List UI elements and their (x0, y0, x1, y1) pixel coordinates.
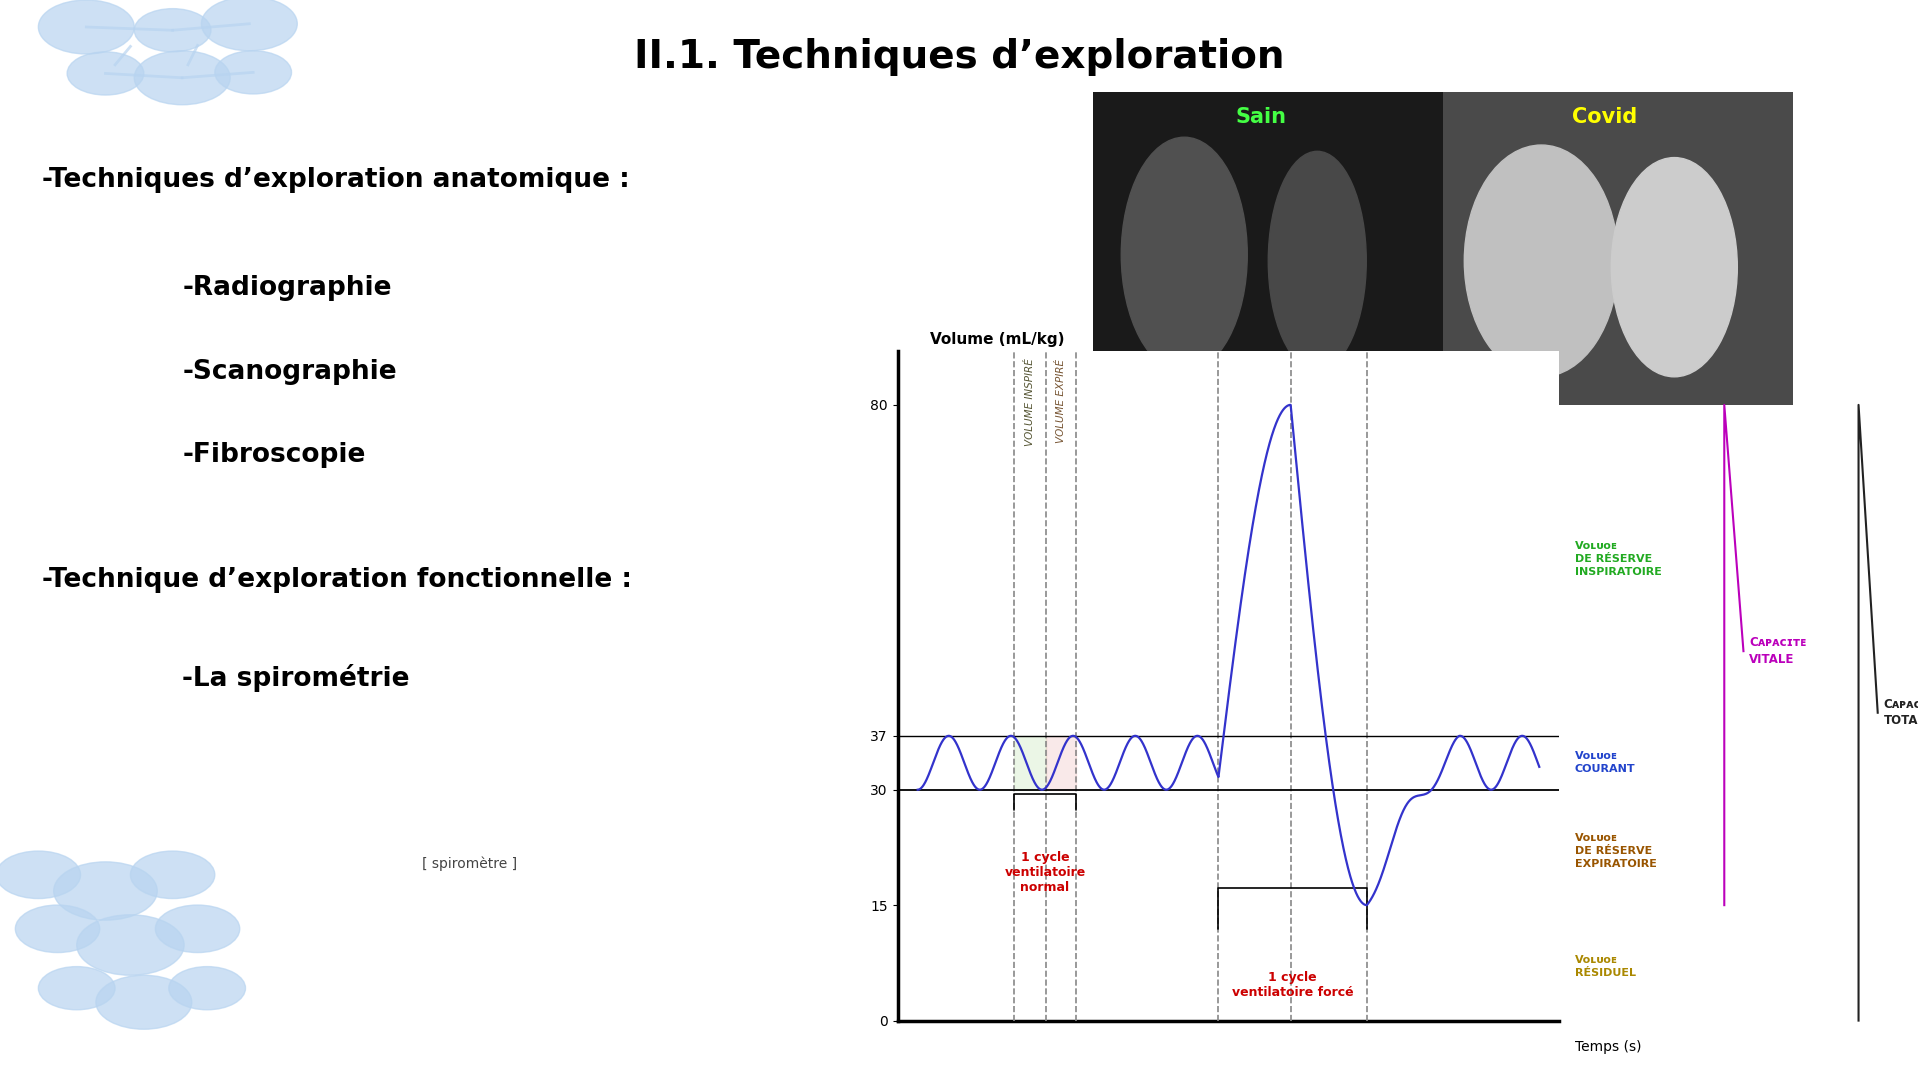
Circle shape (130, 851, 215, 899)
Circle shape (134, 51, 230, 105)
Circle shape (67, 52, 144, 95)
Circle shape (0, 851, 81, 899)
Ellipse shape (1122, 137, 1247, 373)
Text: [ spiromètre ]: [ spiromètre ] (422, 856, 518, 872)
Ellipse shape (1463, 145, 1619, 377)
Circle shape (201, 0, 297, 51)
Text: Vᴏʟᴜᴏᴇ
RÉSIDUEL: Vᴏʟᴜᴏᴇ RÉSIDUEL (1575, 955, 1636, 978)
Bar (1093, 92, 1444, 405)
Text: Cᴀᴘᴀᴄɪᴛᴇ
TOTALE: Cᴀᴘᴀᴄɪᴛᴇ TOTALE (1883, 698, 1918, 728)
Text: Vᴏʟᴜᴏᴇ
DE RÉSERVE
INSPIRATOIRE: Vᴏʟᴜᴏᴇ DE RÉSERVE INSPIRATOIRE (1575, 541, 1661, 577)
Text: -La spirométrie: -La spirométrie (182, 664, 410, 692)
Circle shape (134, 9, 211, 52)
Text: VOLUME EXPIRÉ: VOLUME EXPIRÉ (1057, 359, 1066, 443)
Text: -Fibroscopie: -Fibroscopie (182, 442, 366, 468)
Text: -Radiographie: -Radiographie (182, 275, 391, 301)
Circle shape (15, 905, 100, 953)
Circle shape (155, 905, 240, 953)
Bar (1015, 735, 1045, 789)
Text: Covid: Covid (1571, 108, 1636, 127)
Circle shape (96, 975, 192, 1029)
Text: Sain: Sain (1235, 108, 1287, 127)
Text: 1 cycle
ventilatoire forcé: 1 cycle ventilatoire forcé (1231, 971, 1354, 999)
Text: Volume (mL/kg): Volume (mL/kg) (930, 333, 1064, 347)
Circle shape (215, 51, 292, 94)
Text: Temps (s): Temps (s) (1575, 1040, 1642, 1054)
Circle shape (54, 862, 157, 920)
Circle shape (77, 915, 184, 975)
Circle shape (38, 0, 134, 54)
Text: -Technique d’exploration fonctionnelle :: -Technique d’exploration fonctionnelle : (42, 567, 633, 593)
Text: Vᴏʟᴜᴏᴇ
COURANT: Vᴏʟᴜᴏᴇ COURANT (1575, 752, 1636, 774)
Bar (1045, 735, 1076, 789)
Circle shape (38, 967, 115, 1010)
Text: VOLUME INSPIRÉ: VOLUME INSPIRÉ (1024, 359, 1036, 446)
Text: -Scanographie: -Scanographie (182, 359, 397, 384)
Text: Vᴏʟᴜᴏᴇ
DE RÉSERVE
EXPIRATOIRE: Vᴏʟᴜᴏᴇ DE RÉSERVE EXPIRATOIRE (1575, 833, 1657, 869)
Text: 1 cycle
ventilatoire
normal: 1 cycle ventilatoire normal (1005, 851, 1086, 894)
Text: II.1. Techniques d’exploration: II.1. Techniques d’exploration (633, 38, 1285, 76)
Ellipse shape (1611, 158, 1738, 377)
Text: Cᴀᴘᴀᴄɪᴛᴇ
VITALE: Cᴀᴘᴀᴄɪᴛᴇ VITALE (1749, 636, 1807, 666)
Ellipse shape (1268, 151, 1366, 370)
Bar (1444, 92, 1793, 405)
Circle shape (169, 967, 246, 1010)
Text: -Techniques d’exploration anatomique :: -Techniques d’exploration anatomique : (42, 167, 629, 193)
